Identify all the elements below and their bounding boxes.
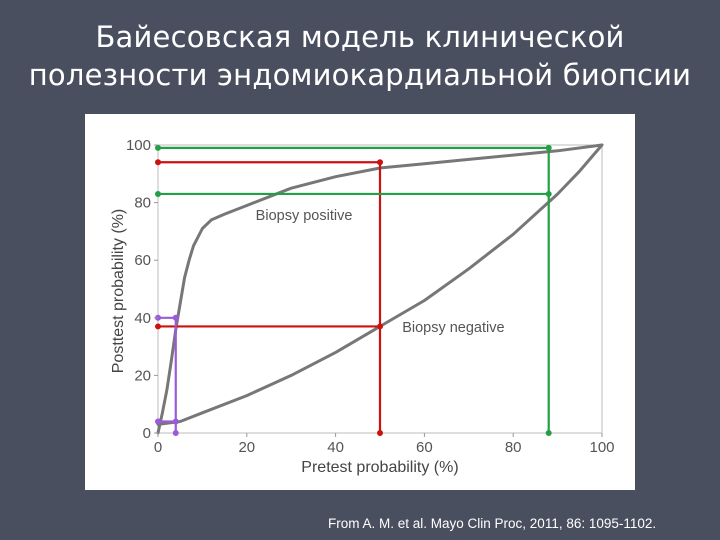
slide-title-line-1: Байесовская модель клинической [95,20,625,54]
guide-red-point [377,159,383,166]
y-tick-label: 60 [134,252,151,269]
chart-panel: Biopsy positive Biopsy negative 0 20 40 60 80… [85,114,635,490]
guide-green-point [545,144,552,151]
guide-purple-point [172,418,179,425]
guide-green-point [155,190,161,197]
x-tick-label: 60 [416,439,433,456]
guide-layer [155,144,552,436]
series-line-biopsy-positive [156,143,604,435]
x-tick-label: 100 [589,439,614,456]
guide-purple-point [172,314,179,321]
y-tick-label: 0 [143,425,151,442]
guide-green-point [155,144,161,151]
y-tick-label: 100 [126,137,151,154]
guide-red-point [377,323,383,330]
x-tick-label: 80 [505,439,522,456]
y-tick-label: 80 [134,195,151,212]
slide-title-line-2: полезности эндомиокардиальной биопсии [28,58,692,92]
bayesian-utility-chart: Biopsy positive Biopsy negative 0 20 40 60 80… [110,137,615,476]
guide-purple-point [155,418,161,425]
x-tick-label: 20 [238,439,255,456]
guide-green-point [545,430,552,436]
x-tick-label: 0 [154,439,162,456]
series-label-biopsy-negative: Biopsy negative [402,320,504,336]
guide-red-point [155,159,161,166]
y-tick-label: 20 [134,367,151,384]
guide-red-point [377,430,383,436]
slide-title: Байесовская модель клинической полезност… [0,18,720,94]
x-tick-label: 40 [327,439,344,456]
guide-purple-point [172,430,179,436]
guide-red-point [155,323,161,330]
y-tick-label: 40 [134,310,151,327]
guide-green-point [545,190,552,197]
series-label-biopsy-positive: Biopsy positive [256,208,353,224]
curve-layer: Biopsy positive Biopsy negative [156,143,604,435]
x-axis-label: Pretest probability (%) [301,459,458,476]
y-axis-label: Posttest probability (%) [110,209,127,374]
citation: From A. M. et al. Mayo Clin Proc, 2011, … [328,516,657,531]
axis-layer: 0 20 40 60 80 100 0 20 40 60 80 100 Pretest probabil… [110,137,615,476]
